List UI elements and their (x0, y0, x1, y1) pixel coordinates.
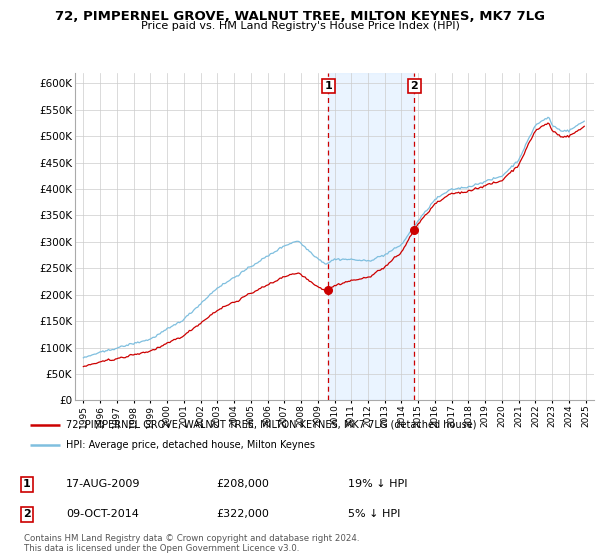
Text: 2: 2 (23, 509, 31, 519)
Text: Price paid vs. HM Land Registry's House Price Index (HPI): Price paid vs. HM Land Registry's House … (140, 21, 460, 31)
Text: £208,000: £208,000 (216, 479, 269, 489)
Text: 1: 1 (325, 81, 332, 91)
Text: 72, PIMPERNEL GROVE, WALNUT TREE, MILTON KEYNES, MK7 7LG (detached house): 72, PIMPERNEL GROVE, WALNUT TREE, MILTON… (66, 420, 476, 430)
Text: 17-AUG-2009: 17-AUG-2009 (66, 479, 140, 489)
Text: Contains HM Land Registry data © Crown copyright and database right 2024.
This d: Contains HM Land Registry data © Crown c… (24, 534, 359, 553)
Text: £322,000: £322,000 (216, 509, 269, 519)
Text: 5% ↓ HPI: 5% ↓ HPI (348, 509, 400, 519)
Text: HPI: Average price, detached house, Milton Keynes: HPI: Average price, detached house, Milt… (66, 440, 315, 450)
Text: 72, PIMPERNEL GROVE, WALNUT TREE, MILTON KEYNES, MK7 7LG: 72, PIMPERNEL GROVE, WALNUT TREE, MILTON… (55, 10, 545, 23)
Text: 1: 1 (23, 479, 31, 489)
Bar (328, 73, 415, 400)
Text: 2: 2 (410, 81, 418, 91)
Text: 19% ↓ HPI: 19% ↓ HPI (348, 479, 407, 489)
Text: 09-OCT-2014: 09-OCT-2014 (66, 509, 139, 519)
